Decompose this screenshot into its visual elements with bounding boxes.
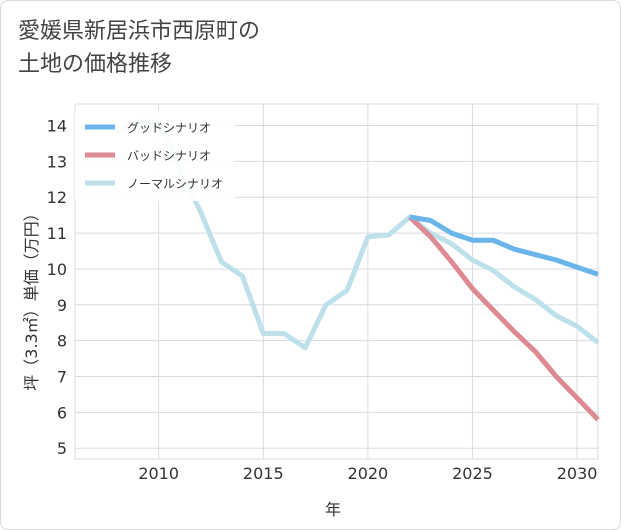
y-tick-label: 14 — [47, 117, 67, 136]
chart-title-line2: 土地の価格推移 — [18, 52, 173, 77]
y-tick-label: 11 — [47, 224, 67, 243]
y-axis-title: 坪（3.3㎡）単価（万円） — [22, 205, 41, 390]
x-tick-label: 2015 — [243, 464, 284, 483]
legend-label: バッドシナリオ — [127, 149, 211, 163]
series-line-2 — [115, 119, 600, 351]
x-tick-label: 2020 — [348, 464, 389, 483]
legend-label: ノーマルシナリオ — [127, 177, 223, 191]
x-tick-label: 2030 — [557, 464, 598, 483]
y-tick-label: 7 — [57, 368, 67, 387]
legend-label: グッドシナリオ — [127, 121, 211, 135]
chart-title: 愛媛県新居浜市西原町の 土地の価格推移 — [18, 15, 260, 81]
y-tick-label: 12 — [47, 188, 67, 207]
grid — [74, 103, 599, 460]
y-tick-label: 5 — [57, 439, 67, 458]
x-tick-label: 2010 — [138, 464, 179, 483]
y-tick-label: 13 — [47, 152, 67, 171]
y-tick-label: 9 — [57, 296, 67, 315]
chart-title-line1: 愛媛県新居浜市西原町の — [18, 19, 261, 44]
y-tick-label: 6 — [57, 403, 67, 422]
plot-area-frame — [74, 103, 599, 460]
x-tick-labels: 2010 2015 2020 2025 2030 — [138, 464, 597, 483]
series-lines — [115, 119, 600, 422]
series-line-1 — [407, 215, 600, 422]
y-tick-label: 8 — [57, 332, 67, 351]
x-tick-label: 2025 — [452, 464, 493, 483]
y-tick-label: 10 — [47, 260, 67, 279]
x-axis-title: 年 — [325, 500, 341, 519]
series-line-0 — [409, 214, 599, 277]
y-tick-labels: 5 6 7 8 9 10 11 12 13 14 — [47, 117, 67, 459]
